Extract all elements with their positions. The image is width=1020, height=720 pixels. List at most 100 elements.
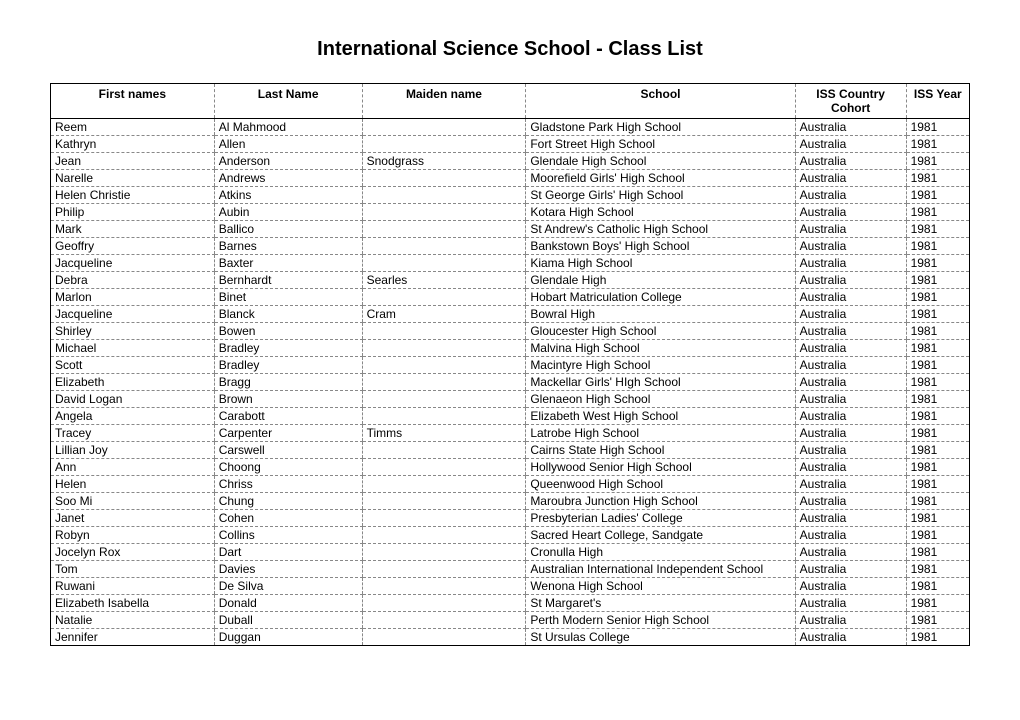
table-cell: Philip <box>51 204 215 221</box>
table-cell: 1981 <box>906 493 969 510</box>
table-cell: Janet <box>51 510 215 527</box>
table-row: NatalieDuball Perth Modern Senior High Sc… <box>51 612 970 629</box>
table-cell: 1981 <box>906 357 969 374</box>
table-cell: Bowen <box>214 323 362 340</box>
table-cell: Marlon <box>51 289 215 306</box>
table-cell: Australia <box>795 425 906 442</box>
table-cell: 1981 <box>906 272 969 289</box>
table-cell: 1981 <box>906 527 969 544</box>
table-row: Soo MiChungMaroubra Junction High School… <box>51 493 970 510</box>
table-cell: Jacqueline <box>51 306 215 323</box>
table-cell: Snodgrass <box>362 153 526 170</box>
table-cell: 1981 <box>906 629 969 646</box>
table-cell <box>362 408 526 425</box>
table-cell: Allen <box>214 136 362 153</box>
table-cell: Chriss <box>214 476 362 493</box>
table-cell <box>362 612 526 629</box>
table-cell: Tom <box>51 561 215 578</box>
table-cell: Gladstone Park High School <box>526 119 795 136</box>
table-cell: Carpenter <box>214 425 362 442</box>
table-cell: Shirley <box>51 323 215 340</box>
table-cell: Australian International Independent Sch… <box>526 561 795 578</box>
table-cell: Natalie <box>51 612 215 629</box>
table-cell: Atkins <box>214 187 362 204</box>
table-row: ReemAl MahmoodGladstone Park High School… <box>51 119 970 136</box>
table-cell: 1981 <box>906 612 969 629</box>
table-cell: Elizabeth West High School <box>526 408 795 425</box>
table-cell: Donald <box>214 595 362 612</box>
table-cell: 1981 <box>906 510 969 527</box>
table-cell: Debra <box>51 272 215 289</box>
table-cell: Ruwani <box>51 578 215 595</box>
table-cell: Ballico <box>214 221 362 238</box>
table-cell: 1981 <box>906 408 969 425</box>
table-cell: 1981 <box>906 561 969 578</box>
table-cell: Australia <box>795 289 906 306</box>
table-cell: Duball <box>214 612 362 629</box>
table-cell <box>362 221 526 238</box>
table-body: ReemAl MahmoodGladstone Park High School… <box>51 119 970 646</box>
table-cell: Dart <box>214 544 362 561</box>
table-cell: Moorefield Girls' High School <box>526 170 795 187</box>
table-cell: Helen Christie <box>51 187 215 204</box>
table-row: MarkBallicoSt Andrew's Catholic High Sch… <box>51 221 970 238</box>
table-cell: Australia <box>795 612 906 629</box>
table-cell: Brown <box>214 391 362 408</box>
table-header-cell: Last Name <box>214 84 362 119</box>
table-cell: Bradley <box>214 340 362 357</box>
table-cell: Fort Street High School <box>526 136 795 153</box>
table-cell: Australia <box>795 340 906 357</box>
table-cell: Andrews <box>214 170 362 187</box>
table-cell: Australia <box>795 578 906 595</box>
table-cell: Wenona High School <box>526 578 795 595</box>
table-cell <box>362 374 526 391</box>
table-cell: Australia <box>795 153 906 170</box>
table-cell: Elizabeth <box>51 374 215 391</box>
table-cell <box>362 357 526 374</box>
table-cell: 1981 <box>906 255 969 272</box>
table-cell: Carabott <box>214 408 362 425</box>
table-header-cell: ISS Year <box>906 84 969 119</box>
table-row: AnnChoongHollywood Senior High SchoolAus… <box>51 459 970 476</box>
table-cell: Kotara High School <box>526 204 795 221</box>
table-cell: Duggan <box>214 629 362 646</box>
table-cell: Macintyre High School <box>526 357 795 374</box>
table-cell: Queenwood High School <box>526 476 795 493</box>
table-cell: Australia <box>795 119 906 136</box>
table-row: GeoffryBarnesBankstown Boys' High School… <box>51 238 970 255</box>
table-cell: Gloucester High School <box>526 323 795 340</box>
table-cell: 1981 <box>906 221 969 238</box>
table-cell: Mark <box>51 221 215 238</box>
table-row: MichaelBradleyMalvina High SchoolAustral… <box>51 340 970 357</box>
table-cell <box>362 595 526 612</box>
table-cell: 1981 <box>906 340 969 357</box>
table-cell <box>362 544 526 561</box>
table-cell: Cairns State High School <box>526 442 795 459</box>
table-row: ShirleyBowenGloucester High SchoolAustra… <box>51 323 970 340</box>
table-cell: Anderson <box>214 153 362 170</box>
table-row: ElizabethBraggMackellar Girls' HIgh Scho… <box>51 374 970 391</box>
table-row: MarlonBinetHobart Matriculation CollegeA… <box>51 289 970 306</box>
table-cell: Lillian Joy <box>51 442 215 459</box>
table-cell: Perth Modern Senior High School <box>526 612 795 629</box>
table-cell: Australia <box>795 629 906 646</box>
table-header-row: First namesLast NameMaiden nameSchoolISS… <box>51 84 970 119</box>
table-cell: Bankstown Boys' High School <box>526 238 795 255</box>
table-cell: Bragg <box>214 374 362 391</box>
table-cell: 1981 <box>906 323 969 340</box>
table-row: JacquelineBaxterKiama High SchoolAustral… <box>51 255 970 272</box>
table-cell: Geoffry <box>51 238 215 255</box>
table-cell: Australia <box>795 476 906 493</box>
table-cell: Presbyterian Ladies' College <box>526 510 795 527</box>
table-cell <box>362 238 526 255</box>
table-cell: Narelle <box>51 170 215 187</box>
table-cell: Collins <box>214 527 362 544</box>
table-cell: Australia <box>795 459 906 476</box>
table-cell: Angela <box>51 408 215 425</box>
table-head: First namesLast NameMaiden nameSchoolISS… <box>51 84 970 119</box>
table-cell: 1981 <box>906 476 969 493</box>
table-row: JanetCohenPresbyterian Ladies' CollegeAu… <box>51 510 970 527</box>
table-cell <box>362 493 526 510</box>
table-cell: Sacred Heart College, Sandgate <box>526 527 795 544</box>
table-row: ScottBradleyMacintyre High SchoolAustral… <box>51 357 970 374</box>
